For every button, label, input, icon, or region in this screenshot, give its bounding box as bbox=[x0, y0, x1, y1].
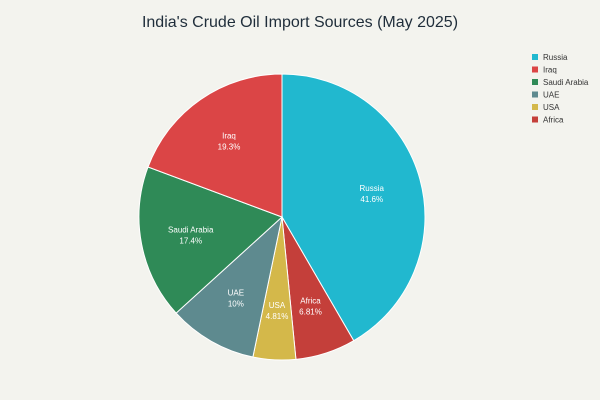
legend-label-uae: UAE bbox=[543, 91, 559, 100]
pie-slice-uae bbox=[175, 215, 283, 358]
slice-label-saudi-arabia: Saudi Arabia bbox=[168, 226, 214, 235]
chart-title: India's Crude Oil Import Sources (May 20… bbox=[142, 14, 458, 31]
pie-slice-saudi-arabia bbox=[138, 166, 283, 314]
pie-slices bbox=[138, 73, 426, 361]
legend-swatch-russia bbox=[532, 54, 538, 60]
slice-label-usa: USA bbox=[269, 301, 286, 310]
legend-swatch-usa bbox=[532, 104, 538, 110]
legend-swatch-saudi-arabia bbox=[532, 79, 538, 85]
slice-value-africa: 6.81% bbox=[299, 307, 322, 316]
slice-label-uae: UAE bbox=[228, 289, 244, 298]
legend-swatch-iraq bbox=[532, 66, 538, 73]
legend-label-iraq: Iraq bbox=[543, 66, 557, 75]
slice-label-africa: Africa bbox=[300, 296, 321, 305]
legend-label-russia: Russia bbox=[543, 53, 568, 62]
legend-swatch-africa bbox=[532, 116, 538, 123]
slice-label-iraq: Iraq bbox=[222, 132, 236, 141]
legend-label-usa: USA bbox=[543, 103, 560, 112]
slice-value-iraq: 19.3% bbox=[218, 143, 241, 152]
slice-value-uae: 10% bbox=[228, 300, 244, 309]
slice-label-russia: Russia bbox=[360, 184, 385, 193]
slice-value-usa: 4.81% bbox=[266, 312, 289, 321]
pie-slice-iraq bbox=[147, 73, 283, 218]
legend-label-saudi-arabia: Saudi Arabia bbox=[543, 78, 589, 87]
slice-value-russia: 41.6% bbox=[360, 195, 383, 204]
legend-swatch-uae bbox=[532, 91, 538, 98]
legend-label-africa: Africa bbox=[543, 116, 564, 125]
slice-value-saudi-arabia: 17.4% bbox=[179, 237, 202, 246]
pie-slice-russia bbox=[281, 73, 426, 342]
legend: Russia Iraq Saudi Arabia UAE USA Africa bbox=[532, 53, 589, 125]
pie-slice-labels: Russia 41.6% Africa 6.81% USA 4.81% UAE 10% Saud… bbox=[168, 132, 385, 321]
